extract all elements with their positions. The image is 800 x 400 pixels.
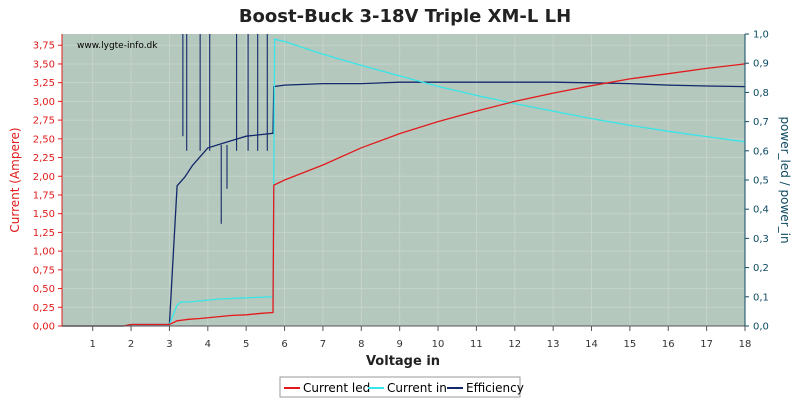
x-tick-label: 17 bbox=[700, 339, 713, 350]
legend-box bbox=[279, 376, 521, 398]
series-layer bbox=[62, 38, 746, 327]
y-right-tick-label: 0,9 bbox=[753, 59, 769, 70]
x-tick-label: 5 bbox=[243, 339, 249, 350]
y-right-tick-label: 0,3 bbox=[753, 234, 769, 245]
x-tick-label: 9 bbox=[396, 339, 402, 350]
y-right-tick-label: 0,7 bbox=[753, 117, 769, 128]
y-left-tick-label: 0,25 bbox=[33, 303, 55, 314]
y-left-tick-label: 1,00 bbox=[33, 247, 55, 258]
x-tick-label: 18 bbox=[739, 339, 752, 350]
x-tick-label: 16 bbox=[662, 339, 675, 350]
y-left-tick-label: 3,25 bbox=[33, 78, 55, 89]
series-line-current-in bbox=[62, 38, 746, 327]
watermark: www.lygte-info.dk bbox=[77, 41, 158, 51]
x-tick-label: 12 bbox=[508, 339, 521, 350]
y-left-tick-label: 3,75 bbox=[33, 41, 55, 52]
efficiency-spikes bbox=[182, 34, 268, 224]
chart-title: Boost-Buck 3-18V Triple XM-L LH bbox=[239, 6, 571, 27]
y-left-tick-label: 0,00 bbox=[33, 322, 55, 333]
x-tick-label: 7 bbox=[320, 339, 326, 350]
series-line-current-led bbox=[62, 63, 746, 327]
x-tick-label: 2 bbox=[128, 339, 134, 350]
axes: 1 2 3 4 5 6 7 8 9 10 11 12 13 14 15 16 17 180,000,250,500… bbox=[33, 30, 769, 351]
y-right-tick-label: 0,0 bbox=[753, 322, 769, 333]
x-tick-label: 11 bbox=[470, 339, 483, 350]
x-tick-label: 1 bbox=[90, 339, 96, 350]
y-axis-left-label: Current (Ampere) bbox=[8, 127, 22, 232]
legend-label: Current led bbox=[303, 381, 370, 395]
x-tick-label: 15 bbox=[624, 339, 637, 350]
x-tick-label: 3 bbox=[166, 339, 172, 350]
y-right-tick-label: 0,6 bbox=[753, 146, 769, 157]
y-left-tick-label: 0,50 bbox=[33, 284, 55, 295]
y-right-tick-label: 0,5 bbox=[753, 176, 769, 187]
y-right-tick-label: 0,8 bbox=[753, 88, 769, 99]
y-left-tick-label: 1,50 bbox=[33, 209, 55, 220]
y-left-tick-label: 3,00 bbox=[33, 97, 55, 108]
y-left-tick-label: 1,75 bbox=[33, 190, 55, 201]
y-left-tick-label: 2,00 bbox=[33, 172, 55, 183]
x-tick-label: 10 bbox=[432, 339, 445, 350]
y-axis-right-label: power_led / power_in bbox=[778, 116, 792, 243]
x-tick-label: 4 bbox=[205, 339, 211, 350]
y-right-tick-label: 0,1 bbox=[753, 292, 769, 303]
x-tick-label: 13 bbox=[547, 339, 560, 350]
y-right-tick-label: 0,4 bbox=[753, 205, 769, 216]
y-left-tick-label: 2,50 bbox=[33, 134, 55, 145]
y-left-tick-label: 3,50 bbox=[33, 59, 55, 70]
y-left-tick-label: 2,25 bbox=[33, 153, 55, 164]
x-tick-label: 14 bbox=[585, 339, 598, 350]
legend-label: Efficiency bbox=[466, 381, 524, 395]
y-right-tick-label: 1,0 bbox=[753, 30, 769, 41]
y-right-tick-label: 0,2 bbox=[753, 263, 769, 274]
y-left-tick-label: 1,25 bbox=[33, 228, 55, 239]
y-left-tick-label: 0,75 bbox=[33, 265, 55, 276]
legend-label: Current in bbox=[387, 381, 447, 395]
x-tick-label: 6 bbox=[281, 339, 287, 350]
series-line-efficiency bbox=[62, 81, 746, 327]
x-axis-label: Voltage in bbox=[366, 354, 440, 369]
y-left-tick-label: 2,75 bbox=[33, 116, 55, 127]
x-tick-label: 8 bbox=[358, 339, 364, 350]
legend: Current led Current in Efficiency bbox=[279, 376, 524, 398]
